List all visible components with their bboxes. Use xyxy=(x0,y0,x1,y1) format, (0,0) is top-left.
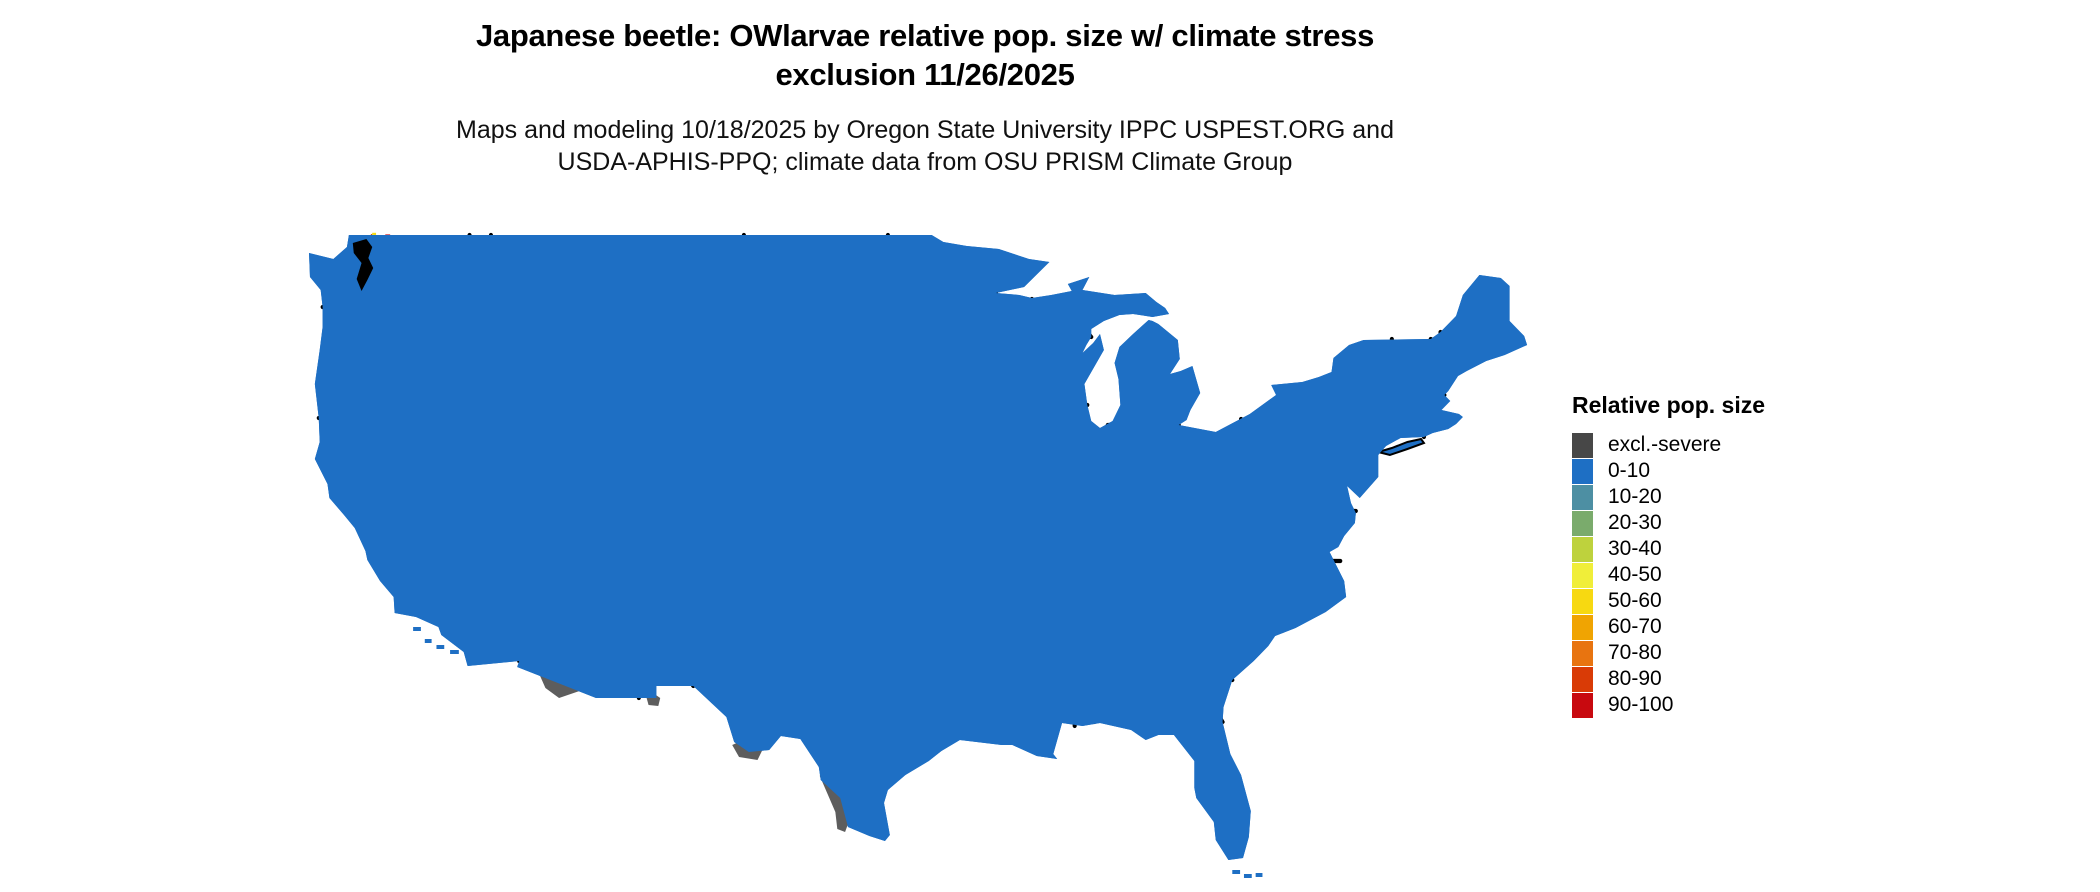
legend-label: 0-10 xyxy=(1608,459,1651,482)
legend-color-swatch xyxy=(1572,614,1593,640)
map-title: Japanese beetle: OWlarvae relative pop. … xyxy=(0,16,1850,94)
legend-row: 40-50 xyxy=(1572,562,1765,588)
legend-label: 40-50 xyxy=(1608,563,1662,586)
legend-label: 30-40 xyxy=(1608,537,1662,560)
legend-rows: excl.-severe 0-10 10-20 20-30 30-40 40-50 50-6… xyxy=(1572,432,1765,718)
legend-row: 80-90 xyxy=(1572,666,1765,692)
legend-color-swatch xyxy=(1572,588,1593,614)
map-subtitle: Maps and modeling 10/18/2025 by Oregon S… xyxy=(0,114,1850,178)
legend-color-swatch xyxy=(1572,510,1593,536)
legend-color-swatch xyxy=(1572,562,1593,588)
florida-keys xyxy=(1232,870,1263,878)
legend-row: 90-100 xyxy=(1572,692,1765,718)
puget-sound-waterways xyxy=(352,239,374,291)
legend-row: 50-60 xyxy=(1572,588,1765,614)
us-coastline-outline xyxy=(309,235,1527,860)
legend-row: 60-70 xyxy=(1572,614,1765,640)
legend-label: excl.-severe xyxy=(1608,433,1722,456)
map-title-line2: exclusion 11/26/2025 xyxy=(775,57,1075,92)
map-subtitle-line2: USDA-APHIS-PPQ; climate data from OSU PR… xyxy=(557,148,1293,176)
legend-row: 70-80 xyxy=(1572,640,1765,666)
map-title-line1: Japanese beetle: OWlarvae relative pop. … xyxy=(475,18,1375,53)
legend-label: 90-100 xyxy=(1608,693,1674,716)
legend-label: 80-90 xyxy=(1608,667,1662,690)
map-legend: Relative pop. size excl.-severe 0-10 10-20… xyxy=(1572,392,1765,718)
legend-row: 0-10 xyxy=(1572,458,1765,484)
legend-label: 70-80 xyxy=(1608,641,1662,664)
legend-color-swatch xyxy=(1572,666,1593,692)
legend-row: 30-40 xyxy=(1572,536,1765,562)
legend-label: 10-20 xyxy=(1608,485,1662,508)
legend-row: 20-30 xyxy=(1572,510,1765,536)
legend-label: 60-70 xyxy=(1608,615,1662,638)
legend-row: 10-20 xyxy=(1572,484,1765,510)
legend-color-swatch xyxy=(1572,640,1593,666)
channel-islands xyxy=(413,627,459,654)
map-header: Japanese beetle: OWlarvae relative pop. … xyxy=(0,16,1850,178)
legend-color-swatch xyxy=(1572,432,1593,458)
legend-color-swatch xyxy=(1572,458,1593,484)
map-subtitle-line1: Maps and modeling 10/18/2025 by Oregon S… xyxy=(456,116,1394,144)
legend-title: Relative pop. size xyxy=(1572,392,1766,418)
legend-row: excl.-severe xyxy=(1572,432,1765,458)
legend-color-swatch xyxy=(1572,536,1593,562)
long-island xyxy=(1374,437,1426,457)
legend-label: 20-30 xyxy=(1608,511,1662,534)
legend-label: 50-60 xyxy=(1608,589,1662,612)
legend-color-swatch xyxy=(1572,692,1593,718)
legend-color-swatch xyxy=(1572,484,1593,510)
